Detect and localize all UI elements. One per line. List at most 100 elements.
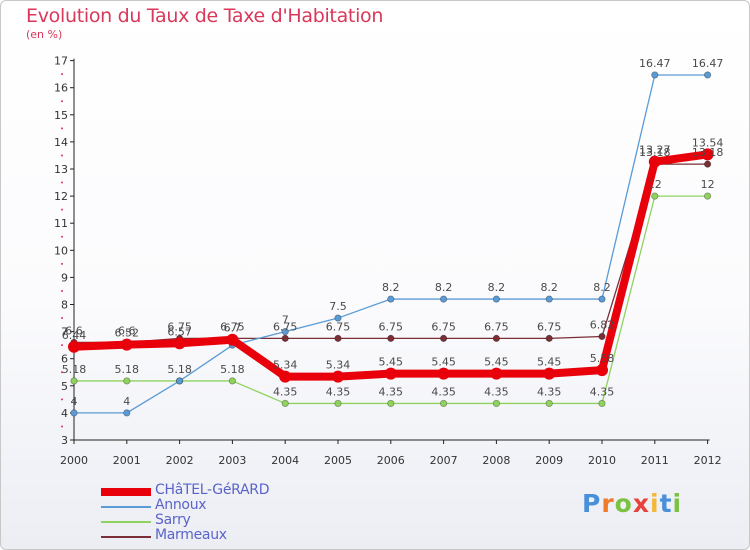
data-point	[492, 295, 500, 303]
legend-swatch	[101, 506, 151, 508]
legend-item: Annoux	[101, 497, 361, 514]
data-point	[120, 338, 133, 351]
y-tick-label: 6	[61, 353, 68, 366]
legend-swatch	[101, 488, 151, 496]
data-point	[68, 340, 80, 353]
y-minor-dot	[61, 73, 63, 76]
data-point	[439, 399, 448, 408]
data-label: 5.34	[273, 359, 298, 372]
data-label: 5.18	[167, 363, 192, 376]
data-point	[332, 370, 344, 383]
y-minor-dot	[61, 154, 63, 157]
x-tick-label: 2000	[60, 454, 88, 467]
data-point	[228, 377, 236, 385]
x-tick-label: 2008	[482, 454, 510, 467]
data-label: 7	[282, 314, 289, 327]
data-label: 6.52	[115, 327, 140, 340]
data-label: 6.75	[326, 320, 351, 333]
y-minor-dot	[61, 181, 63, 184]
y-tick-label: 17	[54, 55, 68, 68]
x-tick-label: 2012	[694, 454, 722, 467]
y-tick-label: 9	[61, 271, 68, 284]
y-minor-dot	[61, 317, 63, 320]
data-point	[281, 327, 289, 336]
data-label: 16.47	[639, 57, 671, 70]
data-point	[651, 192, 659, 200]
data-point	[701, 148, 714, 161]
data-labels-layer: 6.6 6.6 6.75 6.75 6.75 6.75 6.75 6.75 6.75 6.75 6.…	[62, 57, 724, 408]
data-label: 4.35	[379, 385, 404, 398]
data-point	[334, 399, 342, 408]
y-tick-label: 11	[54, 217, 68, 230]
data-point	[384, 367, 397, 380]
data-point	[703, 71, 712, 79]
logo-letter: x	[632, 489, 650, 518]
proxiti-logo: Proxiti	[582, 489, 682, 518]
legend-swatch	[101, 536, 151, 538]
logo-letter: t	[659, 489, 673, 518]
data-label: 6.6	[118, 324, 136, 337]
data-point	[598, 295, 606, 303]
x-tick-label: 2003	[218, 454, 246, 467]
data-point	[598, 399, 606, 408]
data-point	[545, 295, 553, 303]
chart-title: Evolution du Taux de Taxe d'Habitation	[26, 5, 384, 27]
logo-letter: o	[614, 489, 633, 518]
data-point	[173, 337, 186, 350]
data-label: 8.2	[593, 281, 611, 294]
y-tick-label: 10	[54, 244, 68, 257]
data-point	[226, 333, 239, 346]
data-point	[387, 295, 395, 303]
data-point	[123, 409, 131, 417]
x-tick-label: 2004	[271, 454, 299, 467]
x-tick-label: 2007	[430, 454, 458, 467]
data-point	[439, 295, 448, 303]
data-point	[545, 334, 553, 342]
legend-swatch	[101, 521, 151, 523]
data-point	[648, 155, 661, 168]
y-minor-dot	[61, 127, 63, 130]
data-label: 4.35	[326, 385, 351, 398]
data-label: 4.35	[431, 385, 456, 398]
data-label: 4.35	[537, 385, 562, 398]
y-minor-dot	[61, 262, 63, 265]
logo-letter: r	[601, 489, 615, 518]
x-tick-label: 2005	[324, 454, 352, 467]
data-point	[387, 399, 395, 408]
x-tick-label: 2009	[535, 454, 563, 467]
y-tick-label: 12	[54, 190, 68, 203]
data-label: 6.75	[167, 320, 192, 333]
data-label: 8.2	[435, 281, 453, 294]
data-point	[492, 399, 500, 408]
data-label: 5.18	[220, 363, 245, 376]
data-point	[387, 334, 395, 342]
data-point	[703, 192, 712, 200]
data-label: 4.35	[484, 385, 509, 398]
data-label: 5.18	[62, 363, 87, 376]
y-tick-label: 15	[54, 109, 68, 122]
data-point	[545, 399, 553, 408]
data-label: 5.45	[379, 356, 404, 369]
data-point	[651, 71, 659, 79]
data-label: 4	[123, 395, 130, 408]
data-point	[70, 409, 78, 417]
y-tick-label: 8	[61, 299, 68, 312]
chart-subtitle: (en %)	[26, 28, 63, 41]
x-tick-label: 2001	[113, 454, 141, 467]
data-label: 13.27	[639, 144, 671, 157]
y-minor-dot	[61, 371, 63, 374]
y-minor-dot	[61, 235, 63, 238]
data-point	[596, 364, 608, 377]
data-label: 4.35	[273, 385, 298, 398]
y-minor-dot	[61, 289, 63, 292]
data-point	[492, 334, 500, 342]
data-label: 13.18	[692, 146, 724, 159]
y-minor-dot	[61, 208, 63, 211]
data-label: 5.45	[431, 356, 456, 369]
data-label: 16.47	[692, 57, 724, 70]
legend-label: Annoux	[155, 497, 207, 513]
data-label: 8.2	[540, 281, 558, 294]
data-label: 6.82	[590, 318, 615, 331]
data-label: 6.75	[431, 320, 456, 333]
